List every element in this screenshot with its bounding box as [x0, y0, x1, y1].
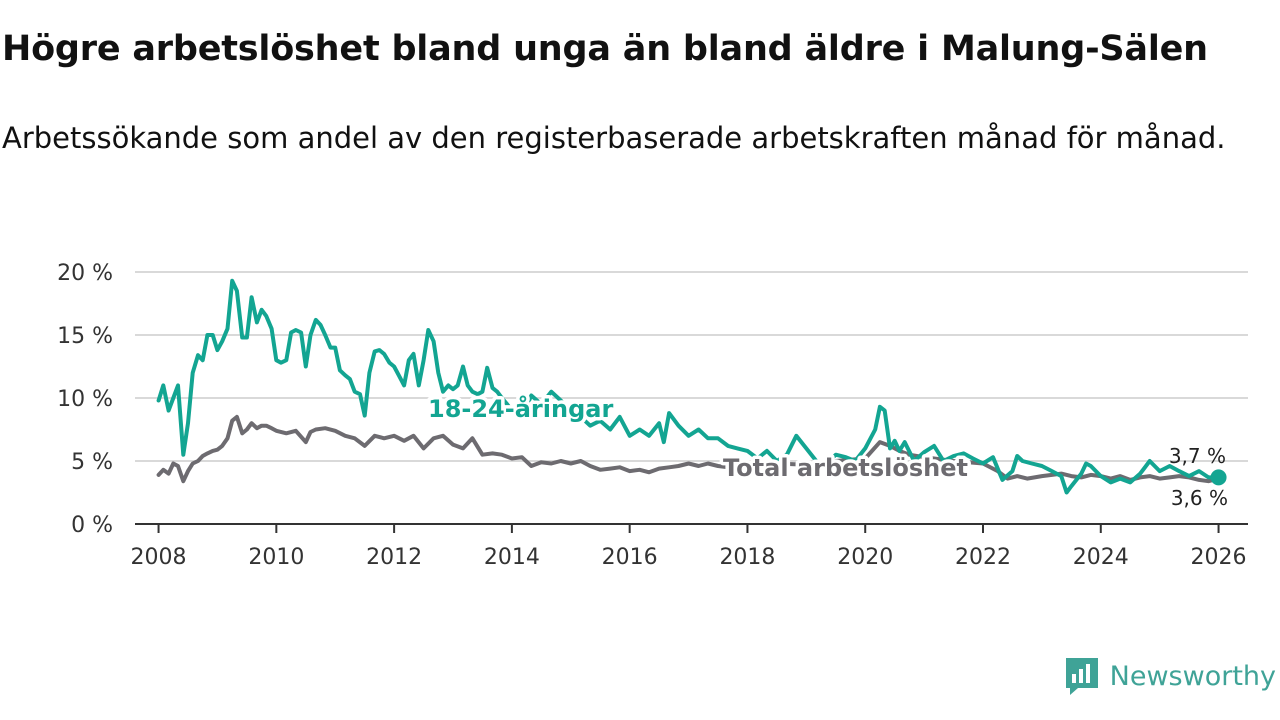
series-lines [156, 278, 1227, 495]
series-label-total: Total arbetslöshet [723, 454, 968, 482]
brand-name: Newsworthy [1109, 660, 1276, 692]
chart-subtitle: Arbetssökande som andel av den registerb… [2, 121, 1226, 155]
x-tick-label: 2024 [1073, 545, 1129, 570]
y-tick-label: 15 % [57, 324, 113, 349]
series-label-youth-halo: 18-24-åringar [428, 394, 613, 423]
end-label-total: 3,6 % [1171, 486, 1228, 510]
series-label-youth: 18-24-åringar [428, 394, 613, 423]
end-point-marker [1210, 469, 1227, 486]
chart-title: Högre arbetslöshet bland unga än bland ä… [2, 29, 1208, 69]
y-tick-label: 0 % [71, 513, 113, 538]
series-line-youth [156, 278, 1221, 495]
newsworthy-logo-icon [1065, 658, 1098, 695]
series-line-total [156, 414, 1221, 484]
x-tick-label: 2026 [1191, 545, 1247, 570]
x-tick-label: 2008 [131, 545, 187, 570]
newsworthy-logo: Newsworthy [1064, 656, 1276, 696]
x-tick-label: 2016 [602, 545, 658, 570]
end-label-youth: 3,7 % [1169, 444, 1226, 468]
x-tick-label: 2012 [366, 545, 422, 570]
x-tick-label: 2020 [837, 545, 893, 570]
x-tick-label: 2010 [248, 545, 304, 570]
y-tick-label: 20 % [57, 261, 113, 286]
x-axis: 2008 2010 2012 2014 2016 2018 2020 2022 2024 2026 [131, 523, 1248, 570]
x-tick-label: 2014 [484, 545, 540, 570]
series-label-total-halo: Total arbetslöshet [723, 454, 968, 482]
x-tick-label: 2018 [719, 545, 775, 570]
gridlines [135, 271, 1248, 462]
y-tick-label: 5 % [71, 450, 113, 475]
x-tick-label: 2022 [955, 545, 1011, 570]
y-axis: 0 % 5 % 10 % 15 % 20 % [57, 261, 113, 538]
y-tick-label: 10 % [57, 387, 113, 412]
